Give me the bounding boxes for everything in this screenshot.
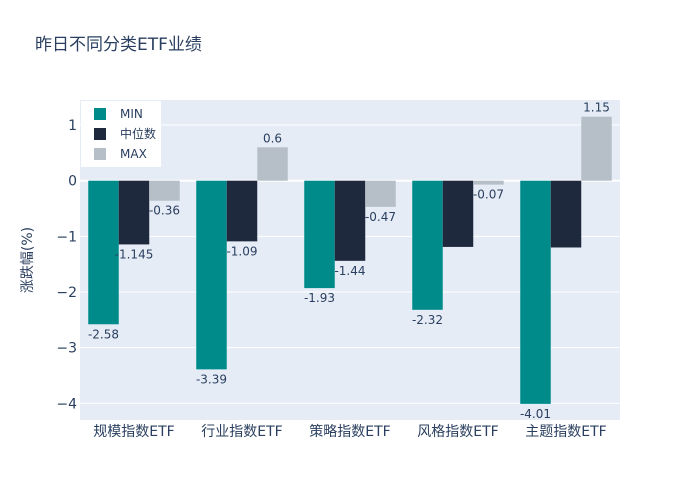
bar-MAX-0[interactable] — [149, 180, 180, 201]
data-label: -1.09 — [226, 244, 257, 258]
bar-中位数-2[interactable] — [334, 180, 366, 261]
data-label: -0.36 — [149, 204, 180, 218]
legend-swatch-0[interactable] — [94, 108, 106, 120]
bar-MAX-3[interactable] — [473, 180, 504, 185]
x-tick-label: 策略指数ETF — [309, 423, 390, 440]
data-label: -1.93 — [304, 291, 335, 305]
bar-中位数-4[interactable] — [550, 180, 582, 248]
data-label: -4.01 — [520, 407, 551, 421]
legend-swatch-2[interactable] — [94, 148, 106, 160]
data-label: -2.58 — [88, 327, 119, 341]
bar-中位数-3[interactable] — [442, 180, 474, 247]
data-label: -2.32 — [412, 313, 443, 327]
legend-label-0[interactable]: MIN — [120, 107, 143, 121]
x-tick-label: 行业指数ETF — [201, 424, 282, 440]
x-axis-ticks: 规模指数ETF 行业指数ETF 策略指数ETF 风格指数ETF 主题指数ETF — [93, 423, 606, 440]
x-tick-label: 规模指数ETF — [93, 424, 174, 440]
data-label: 1.15 — [583, 101, 610, 115]
data-label: -0.47 — [365, 210, 396, 224]
data-labels: -2.58 -1.145 -0.36 -3.39 -1.09 0.6 -1.93 -1.44 -… — [88, 101, 610, 421]
bar-MIN-1[interactable] — [196, 180, 227, 370]
y-tick-label: −3 — [56, 341, 77, 357]
legend[interactable]: MIN 中位数 MAX — [81, 101, 161, 167]
bar-中位数-0[interactable] — [118, 180, 150, 245]
data-label: -1.145 — [115, 247, 154, 261]
legend-label-1[interactable]: 中位数 — [120, 126, 156, 141]
data-label: 0.6 — [263, 131, 282, 145]
y-axis-ticks: −4 −3 −2 −1 0 1 — [56, 118, 77, 412]
bar-MIN-0[interactable] — [88, 180, 119, 325]
bar-MIN-2[interactable] — [304, 180, 335, 289]
y-tick-label: 1 — [68, 118, 77, 134]
y-tick-label: 0 — [68, 174, 77, 190]
bars-group — [88, 116, 612, 404]
y-tick-label: −1 — [56, 229, 77, 245]
chart-title: 昨日不同分类ETF业绩 — [35, 35, 202, 55]
legend-swatch-1[interactable] — [94, 128, 106, 140]
y-tick-label: −2 — [56, 285, 77, 301]
data-label: -1.44 — [334, 264, 365, 278]
y-tick-label: −4 — [56, 396, 77, 412]
legend-label-2[interactable]: MAX — [120, 147, 147, 161]
bar-MAX-1[interactable] — [257, 147, 288, 181]
bar-MIN-4[interactable] — [520, 180, 551, 404]
bar-中位数-1[interactable] — [226, 180, 258, 242]
bar-MAX-2[interactable] — [365, 180, 396, 207]
y-axis-title: 涨跌幅(%) — [20, 227, 36, 293]
bar-MIN-3[interactable] — [412, 180, 443, 310]
x-tick-label: 风格指数ETF — [417, 424, 498, 440]
data-label: -3.39 — [196, 372, 227, 386]
data-label: -0.07 — [473, 188, 504, 202]
x-tick-label: 主题指数ETF — [525, 424, 606, 440]
bar-MAX-4[interactable] — [581, 116, 612, 181]
